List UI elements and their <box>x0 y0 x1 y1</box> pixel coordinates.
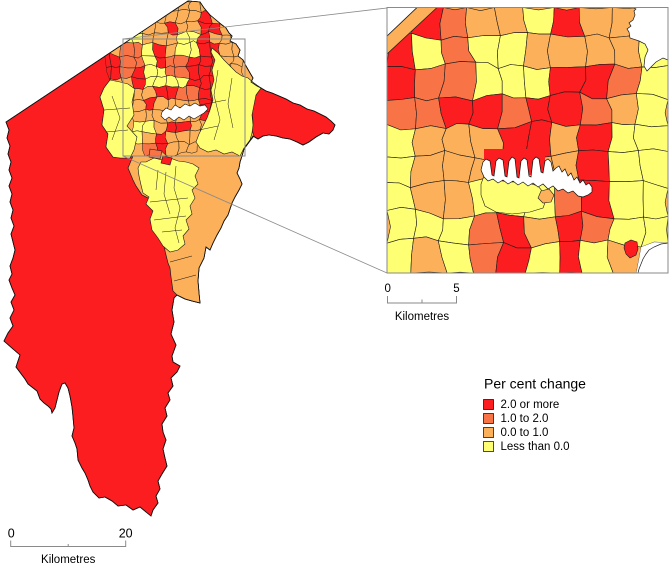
svg-text:20: 20 <box>119 527 133 541</box>
svg-text:Kilometres: Kilometres <box>395 311 450 323</box>
svg-text:Kilometres: Kilometres <box>41 554 96 565</box>
svg-text:2.0 or more: 2.0 or more <box>501 399 560 411</box>
svg-text:1.0 to 2.0: 1.0 to 2.0 <box>501 413 549 425</box>
svg-text:0: 0 <box>385 283 391 295</box>
svg-text:0.0 to 1.0: 0.0 to 1.0 <box>501 427 549 439</box>
svg-text:Per cent change: Per cent change <box>484 376 586 392</box>
svg-text:Less than 0.0: Less than 0.0 <box>501 441 570 453</box>
svg-text:0: 0 <box>8 527 15 541</box>
svg-text:5: 5 <box>453 283 459 295</box>
